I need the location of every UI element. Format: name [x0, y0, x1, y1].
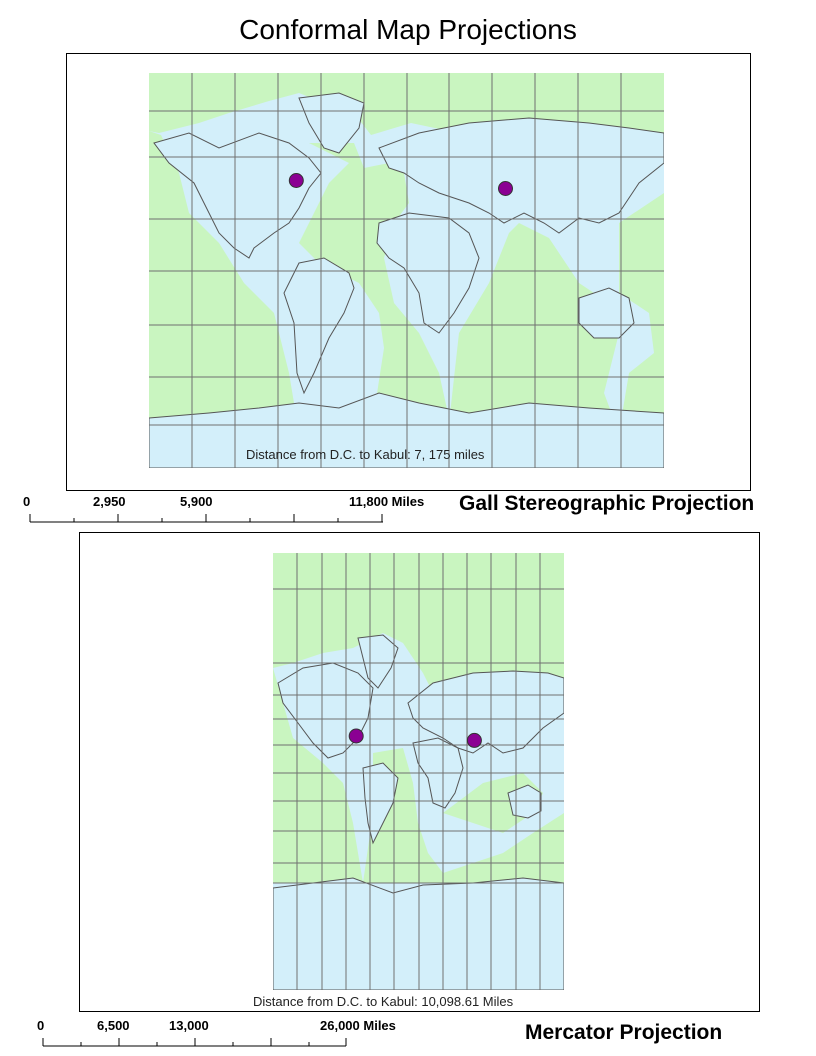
location-marker — [288, 173, 304, 188]
scale-label: 5,900 — [180, 494, 213, 509]
location-markers — [348, 728, 482, 748]
scale-label: 0 — [23, 494, 31, 509]
graticule — [149, 73, 664, 468]
scale-label: 26,000 Miles — [320, 1018, 396, 1033]
scale-label: 13,000 — [169, 1018, 209, 1033]
location-marker — [466, 732, 482, 748]
page-title: Conformal Map Projections — [239, 14, 577, 45]
scale-label: 2,950 — [93, 494, 126, 509]
gall-stereographic-map — [149, 73, 664, 468]
gall-map-canvas — [149, 73, 664, 468]
mercator-map — [273, 553, 564, 990]
greenland — [298, 92, 365, 154]
scale-bar-gall: 0 2,950 5,900 11,800 Miles — [20, 494, 460, 530]
north-america — [153, 132, 322, 259]
location-marker — [498, 181, 513, 196]
europe-asia — [407, 670, 564, 754]
distance-label-mercator: Distance from D.C. to Kabul: 10,098.61 M… — [253, 994, 514, 1009]
distance-label-gall: Distance from D.C. to Kabul: 7, 175 mile… — [246, 447, 485, 462]
greenland — [357, 634, 399, 689]
africa — [376, 212, 480, 334]
graticule — [273, 553, 564, 990]
scale-label: 0 — [37, 1018, 45, 1033]
projection-title-mercator: Mercator Projection — [525, 1021, 723, 1044]
scale-label: 6,500 — [97, 1018, 130, 1033]
scale-bar-mercator: 0 6,500 13,000 26,000 Miles — [30, 1018, 430, 1054]
south-america — [362, 762, 399, 845]
location-markers — [288, 173, 513, 196]
europe-asia — [378, 117, 664, 234]
projection-title-gall: Gall Stereographic Projection — [459, 492, 755, 515]
scale-label: 11,800 Miles — [349, 494, 425, 509]
scale-bar-ticks — [42, 1038, 347, 1047]
mercator-map-canvas — [273, 553, 564, 990]
scale-bar-ticks — [29, 514, 383, 523]
location-marker — [348, 728, 364, 744]
